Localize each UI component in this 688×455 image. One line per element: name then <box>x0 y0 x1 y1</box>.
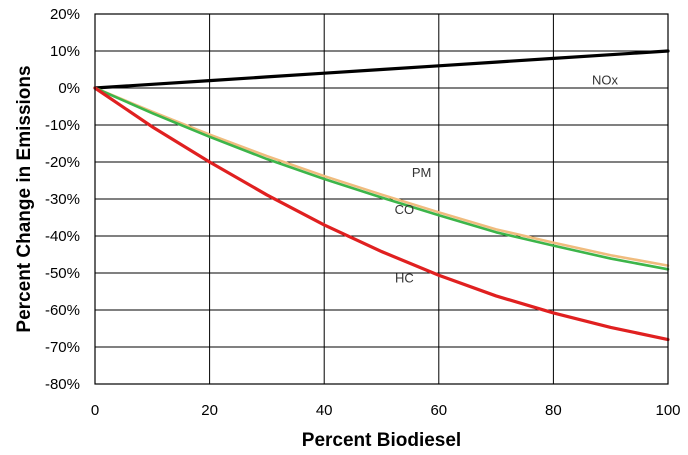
y-tick-label: 0% <box>58 80 80 97</box>
y-tick-label: -60% <box>45 302 80 319</box>
x-axis-title: Percent Biodiesel <box>302 430 461 451</box>
series-line-hc <box>93 86 670 342</box>
series-line-co <box>93 86 670 271</box>
y-tick-label: 10% <box>50 43 80 60</box>
annotation-hc: HC <box>395 271 414 286</box>
y-tick-label: -80% <box>45 376 80 393</box>
annotation-co: CO <box>395 202 415 217</box>
y-tick-label: -70% <box>45 339 80 356</box>
y-tick-label: -30% <box>45 191 80 208</box>
series-line-nox <box>93 49 670 90</box>
y-tick-label: -10% <box>45 117 80 134</box>
plot-area-frame <box>94 13 669 385</box>
y-tick-label: -40% <box>45 228 80 245</box>
annotation-nox: NOx <box>592 73 619 88</box>
x-tick-label: 60 <box>430 402 447 419</box>
series-line-pm <box>93 86 670 267</box>
x-tick-label: 0 <box>91 402 99 419</box>
x-tick-label: 20 <box>201 402 218 419</box>
annotations: NOx PM CO HC <box>395 73 619 286</box>
series-lines <box>93 49 670 342</box>
x-tick-label: 100 <box>655 402 680 419</box>
y-axis-title: Percent Change in Emissions <box>14 65 35 332</box>
y-tick-label: 20% <box>50 6 80 23</box>
tick-labels: 20% 10% 0% -10% -20% -30% -40% -50% -60% -70% -80%… <box>45 6 681 419</box>
y-tick-label: -20% <box>45 154 80 171</box>
x-tick-label: 80 <box>545 402 562 419</box>
x-tick-label: 40 <box>316 402 333 419</box>
annotation-pm: PM <box>412 165 432 180</box>
y-tick-label: -50% <box>45 265 80 282</box>
